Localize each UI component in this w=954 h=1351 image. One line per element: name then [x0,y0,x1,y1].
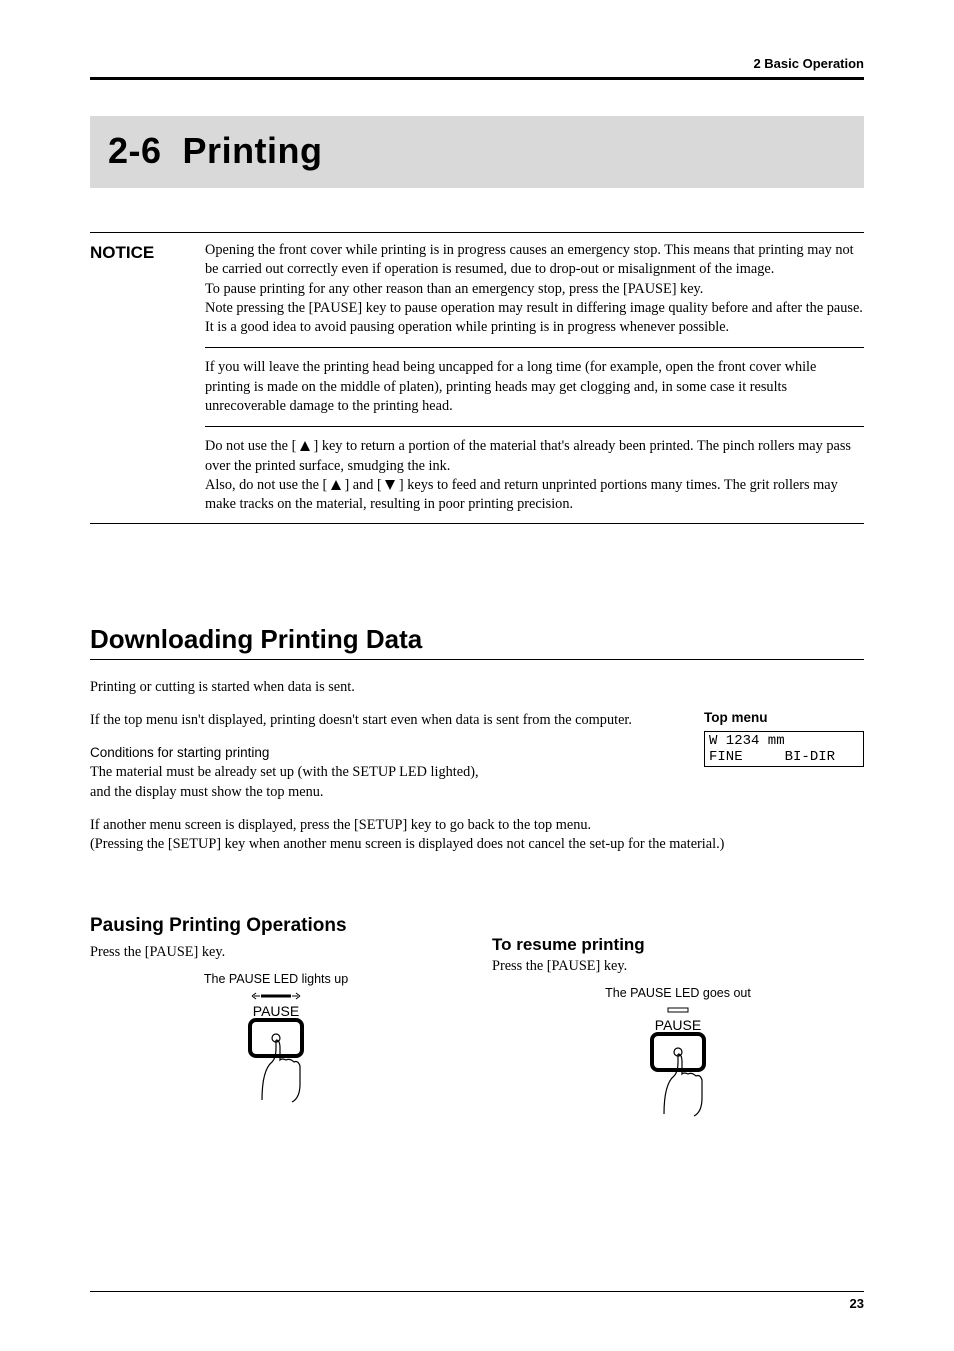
pause-caption-on: The PAUSE LED lights up [90,972,462,986]
pause-col-right: To resume printing Press the [PAUSE] key… [492,915,864,1124]
notice-para-3: Do not use the [ ] key to return a porti… [205,437,864,516]
down-arrow-icon [385,480,395,490]
page-footer: 23 [90,1291,864,1311]
notice-text: Opening the front cover while printing i… [205,242,854,277]
pause-columns: Pausing Printing Operations Press the [P… [90,915,864,1124]
page-number: 23 [850,1296,864,1311]
lcd-line: W 1234 mm [709,733,785,749]
page-header: 2 Basic Operation [90,56,864,80]
resume-heading: To resume printing [492,935,864,955]
body-para: (Pressing the [SETUP] key when another m… [90,835,864,854]
notice-text: To pause printing for any other reason t… [205,281,703,297]
notice-para-2: If you will leave the printing head bein… [205,358,864,426]
pause-figure-off: PAUSE [492,1004,864,1124]
notice-label: NOTICE [90,241,205,517]
notice-text: ] and [ [341,477,385,493]
pause-figure-on: PAUSE [90,990,462,1110]
notice-text: Do not use the [ [205,438,300,454]
top-menu-label: Top menu [704,709,864,727]
section-title: 2-6 Printing [108,130,846,172]
pause-button-label: PAUSE [253,1003,299,1019]
body-para: Press the [PAUSE] key. [492,957,864,976]
lcd-display: W 1234 mm FINE BI-DIR [704,731,864,767]
divider [205,426,864,427]
notice-text: Also, do not use the [ [205,477,331,493]
up-arrow-icon [300,441,310,451]
notice-text: If you will leave the printing head bein… [205,359,816,414]
divider [205,347,864,348]
notice-text: Note pressing the [PAUSE] key to pause o… [205,300,863,335]
pause-caption-off: The PAUSE LED goes out [492,986,864,1000]
body-para: Press the [PAUSE] key. [90,943,462,962]
notice-para-1: Opening the front cover while printing i… [205,241,864,347]
downloading-body: Printing or cutting is started when data… [90,678,864,855]
pause-col-left: Pausing Printing Operations Press the [P… [90,915,462,1124]
pause-button-label: PAUSE [655,1017,701,1033]
lcd-line: FINE BI-DIR [709,749,835,765]
body-para: Printing or cutting is started when data… [90,678,864,697]
section-name: Printing [183,130,323,171]
pausing-heading: Pausing Printing Operations [90,915,462,937]
conditions-heading-text: Conditions for starting printing [90,745,269,760]
up-arrow-icon [331,480,341,490]
section-title-band: 2-6 Printing [90,116,864,188]
top-menu-box: Top menu W 1234 mm FINE BI-DIR [704,709,864,767]
notice-block: NOTICE Opening the front cover while pri… [90,232,864,524]
section-number: 2-6 [108,130,162,171]
body-para: and the display must show the top menu. [90,783,864,802]
notice-body: Opening the front cover while printing i… [205,241,864,517]
body-para: If another menu screen is displayed, pre… [90,816,864,835]
downloading-heading: Downloading Printing Data [90,624,864,660]
chapter-label: 2 Basic Operation [753,56,864,71]
